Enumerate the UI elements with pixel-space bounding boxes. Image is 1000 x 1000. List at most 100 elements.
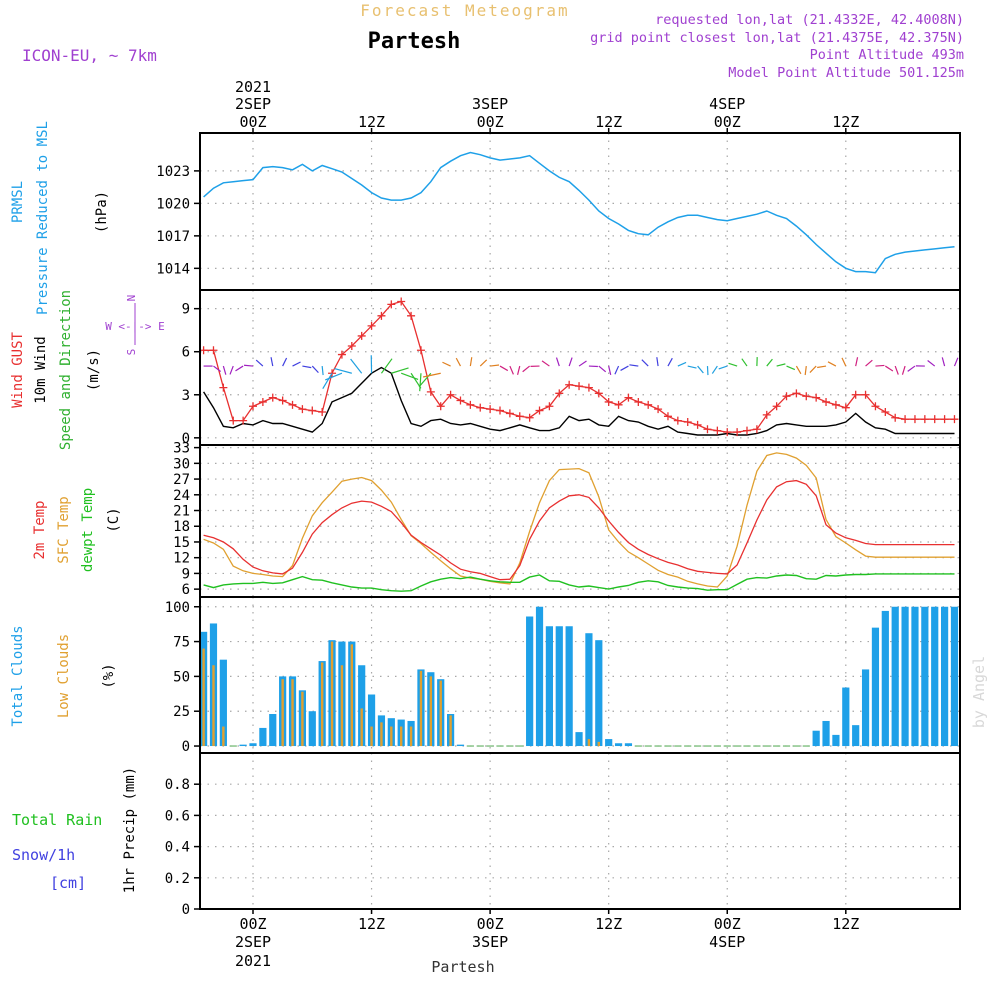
- total-cloud-bar: [694, 745, 702, 747]
- pressure-line: [203, 151, 955, 274]
- total-cloud-bar: [713, 745, 721, 747]
- wind-direction-arrow: [776, 363, 786, 367]
- gust-point: [446, 390, 455, 399]
- low-cloud-bar: [439, 680, 442, 747]
- gust-point: [614, 400, 623, 409]
- gust-point: [673, 416, 682, 425]
- total-cloud-bar: [229, 745, 237, 747]
- wind-direction-arrow: [841, 357, 847, 367]
- wind-direction-arrow: [901, 365, 906, 375]
- pressure-label: PRMSL: [10, 181, 26, 223]
- total-cloud-bar: [535, 606, 544, 747]
- y-tick-label: 15: [173, 535, 190, 551]
- pressure-unit: (hPa): [94, 191, 110, 233]
- total-cloud-bar: [506, 745, 514, 747]
- wind-direction-arrow: [927, 360, 936, 367]
- gust-point: [891, 413, 900, 422]
- wind-direction-arrow: [641, 359, 649, 367]
- location-title: Partesh: [368, 29, 461, 54]
- y-tick-label: 25: [173, 704, 190, 720]
- gust-point: [476, 403, 485, 412]
- total-cloud-bar: [921, 606, 929, 747]
- wind-direction-arrow: [499, 365, 509, 372]
- y-tick-label: 0.4: [165, 840, 190, 856]
- wind-direction-arrow: [656, 357, 659, 367]
- y-tick-label: 6: [182, 582, 190, 598]
- total-cloud-bar: [782, 745, 791, 747]
- wind-direction-arrow: [875, 364, 885, 367]
- low-cloud-bar: [350, 644, 353, 747]
- gust-point: [802, 392, 811, 401]
- total-cloud-bar: [842, 687, 850, 747]
- total-cloud-bar: [763, 745, 771, 747]
- gust-point: [525, 413, 534, 422]
- total-cloud-bar: [891, 606, 899, 747]
- total-cloud-bar: [526, 616, 534, 747]
- y-tick-label: 3: [182, 388, 190, 404]
- gust-point: [496, 406, 504, 415]
- wind-direction-arrow: [469, 357, 473, 367]
- year-label-bottom: 2021: [235, 952, 271, 970]
- gust-point: [436, 402, 445, 411]
- total-cloud-bar: [743, 745, 751, 747]
- wind-direction-arrow: [786, 365, 796, 371]
- total-cloud-bar: [654, 745, 662, 747]
- gust-point: [950, 415, 959, 424]
- total-cloud-bar: [733, 745, 741, 747]
- gust-point: [663, 412, 672, 421]
- gust-point: [713, 426, 722, 435]
- gust-point: [723, 428, 732, 437]
- wind-direction-arrow: [614, 365, 620, 375]
- wind-direction-arrow: [213, 365, 222, 372]
- gust-point: [387, 300, 396, 309]
- x-tick-label-top: 00Z: [239, 113, 266, 131]
- wind-direction-arrow: [817, 365, 827, 369]
- wind-direction-arrow: [555, 357, 560, 367]
- gust-point: [634, 397, 643, 406]
- gust-point: [416, 346, 425, 355]
- low-cloud-bar: [419, 670, 423, 747]
- wind-direction-arrow: [953, 357, 959, 367]
- wind-direction-arrow: [229, 365, 234, 375]
- x-tick-label-top: 12Z: [595, 113, 622, 131]
- gust-point: [229, 416, 238, 425]
- total-cloud-bar: [614, 743, 623, 747]
- total-cloud-bar: [871, 627, 880, 747]
- wind-direction-arrow: [711, 365, 718, 374]
- total-cloud-bar: [832, 734, 840, 747]
- total-cloud-bar: [486, 745, 494, 747]
- wind-direction-arrow: [697, 365, 704, 374]
- low-cloud-bar: [597, 741, 600, 747]
- low-cloud-bar: [340, 665, 344, 747]
- x-tick-label-bottom: 12Z: [358, 915, 385, 933]
- total-cloud-bar: [861, 669, 870, 747]
- gust-point: [565, 380, 574, 389]
- gust-point: [594, 389, 603, 398]
- wind-direction-arrow: [321, 366, 324, 376]
- grid-point-coords: grid point closest lon,lat (21.4375E, 42…: [590, 30, 964, 46]
- date-label-top: 2SEP: [235, 95, 271, 113]
- total-cloud-bar: [684, 745, 692, 747]
- y-tick-label: 18: [173, 519, 190, 535]
- wind-direction-arrow: [541, 360, 550, 367]
- gust-point: [752, 425, 761, 434]
- y-tick-label: 1023: [156, 164, 190, 180]
- low-cloud-bar: [202, 648, 205, 747]
- wind-direction-arrow: [334, 368, 352, 374]
- gust-point: [604, 397, 613, 406]
- gust-point: [426, 387, 435, 396]
- wind-direction-arrow: [629, 364, 639, 367]
- gust-point: [545, 402, 554, 411]
- total-cloud-bar: [367, 694, 376, 747]
- y-tick-label: 75: [173, 635, 190, 651]
- gust-point: [901, 415, 910, 424]
- low-cloud-bar: [301, 691, 304, 747]
- gust-point: [555, 389, 564, 398]
- total-cloud-bar: [555, 626, 563, 747]
- gust-point: [871, 402, 880, 411]
- wind-direction-arrow: [865, 359, 873, 367]
- y-tick-label: 9: [182, 302, 190, 318]
- y-tick-label: 0: [182, 902, 190, 918]
- total-cloud-bar: [249, 743, 257, 747]
- total-clouds-label: Total Clouds: [10, 625, 26, 726]
